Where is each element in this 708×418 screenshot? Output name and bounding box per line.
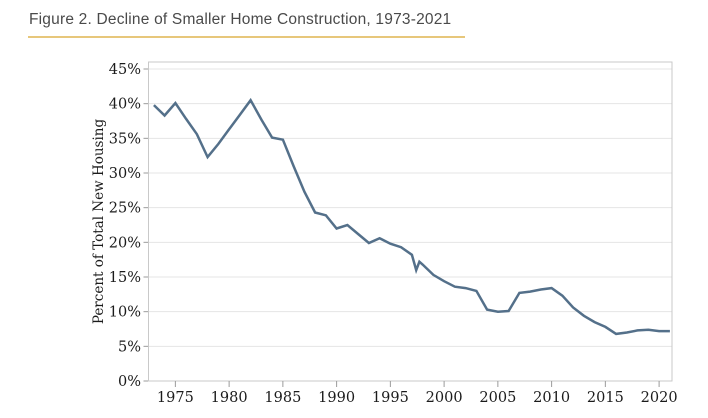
y-tick-label: 30% <box>109 166 141 182</box>
x-tick-label: 2020 <box>641 390 678 406</box>
y-tick-label: 15% <box>109 270 141 286</box>
plot-frame <box>148 61 673 382</box>
x-tick-label: 2010 <box>533 390 570 406</box>
y-tick-label: 10% <box>109 305 141 321</box>
y-axis-title: Percent of Total New Housing <box>91 119 107 325</box>
y-tick-label: 35% <box>109 131 141 147</box>
x-tick-label: 2000 <box>426 390 463 406</box>
x-tick-label: 2005 <box>479 390 516 406</box>
x-tick-label: 2015 <box>587 390 624 406</box>
y-tick-label: 40% <box>109 97 141 113</box>
x-tick-label: 1985 <box>264 390 301 406</box>
y-tick-label: 45% <box>109 62 141 78</box>
x-tick-label: 1975 <box>157 390 194 406</box>
x-tick-label: 1995 <box>372 390 409 406</box>
x-tick-label: 1980 <box>211 390 248 406</box>
chart-line <box>153 97 670 336</box>
y-tick-label: 0% <box>118 374 141 390</box>
y-tick-label: 20% <box>109 235 141 251</box>
y-tick-label: 25% <box>109 201 141 217</box>
y-tick-label: 5% <box>118 339 141 355</box>
x-tick-label: 1990 <box>318 390 355 406</box>
figure-title: Figure 2. Decline of Smaller Home Constr… <box>28 10 466 38</box>
